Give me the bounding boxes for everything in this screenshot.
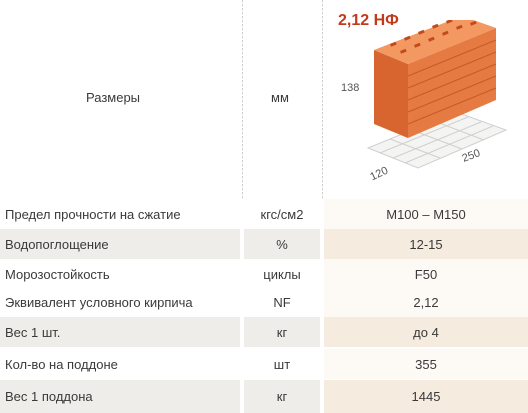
dimensions-unit: мм bbox=[271, 90, 289, 105]
row-label: Кол-во на поддоне bbox=[5, 356, 118, 372]
brick-name: 2,12 НФ bbox=[338, 12, 399, 29]
table-row: Кол-во на поддоне шт 355 bbox=[0, 349, 528, 379]
brick-illustration bbox=[366, 20, 508, 169]
table-row: Вес 1 шт. кг до 4 bbox=[0, 317, 528, 347]
row-value: 1445 bbox=[324, 380, 528, 413]
row-unit: % bbox=[244, 229, 320, 259]
row-label: Вес 1 шт. bbox=[0, 317, 240, 347]
brick-front-face bbox=[374, 50, 408, 138]
dimension-height: 138 bbox=[341, 82, 360, 94]
row-value: до 4 bbox=[324, 317, 528, 347]
table-row: Эквивалент условного кирпича NF 2,12 bbox=[0, 287, 528, 317]
row-value: 355 bbox=[324, 349, 528, 379]
row-unit: кг bbox=[244, 380, 320, 413]
row-label: Предел прочности на сжатие bbox=[5, 206, 181, 222]
row-unit: кгс/см2 bbox=[260, 206, 304, 222]
table-row: Вес 1 поддона кг 1445 bbox=[0, 380, 528, 413]
brick-top-face bbox=[374, 20, 496, 64]
table-row: Водопоглощение % 12-15 bbox=[0, 229, 528, 259]
brick-side-face bbox=[408, 28, 496, 138]
dimensions-label: Размеры bbox=[86, 90, 141, 105]
row-unit: циклы bbox=[263, 266, 301, 282]
brick-grooves bbox=[407, 39, 497, 125]
brick-holes bbox=[390, 20, 477, 54]
divider bbox=[242, 0, 243, 200]
table-row: Предел прочности на сжатие кгс/см2 М100 … bbox=[0, 199, 528, 229]
row-unit: шт bbox=[273, 356, 291, 372]
row-value: М100 – М150 bbox=[324, 199, 528, 229]
row-unit: NF bbox=[273, 294, 291, 310]
pallet-grid bbox=[366, 111, 508, 169]
divider bbox=[322, 0, 323, 200]
row-label: Эквивалент условного кирпича bbox=[5, 294, 193, 310]
table-row: Морозостойкость циклы F50 bbox=[0, 259, 528, 289]
row-label: Морозостойкость bbox=[5, 266, 110, 282]
row-value: 12-15 bbox=[324, 229, 528, 259]
row-label: Водопоглощение bbox=[0, 229, 240, 259]
row-value: 2,12 bbox=[324, 287, 528, 317]
row-value: F50 bbox=[324, 259, 528, 289]
row-label: Вес 1 поддона bbox=[0, 380, 240, 413]
row-unit: кг bbox=[244, 317, 320, 347]
